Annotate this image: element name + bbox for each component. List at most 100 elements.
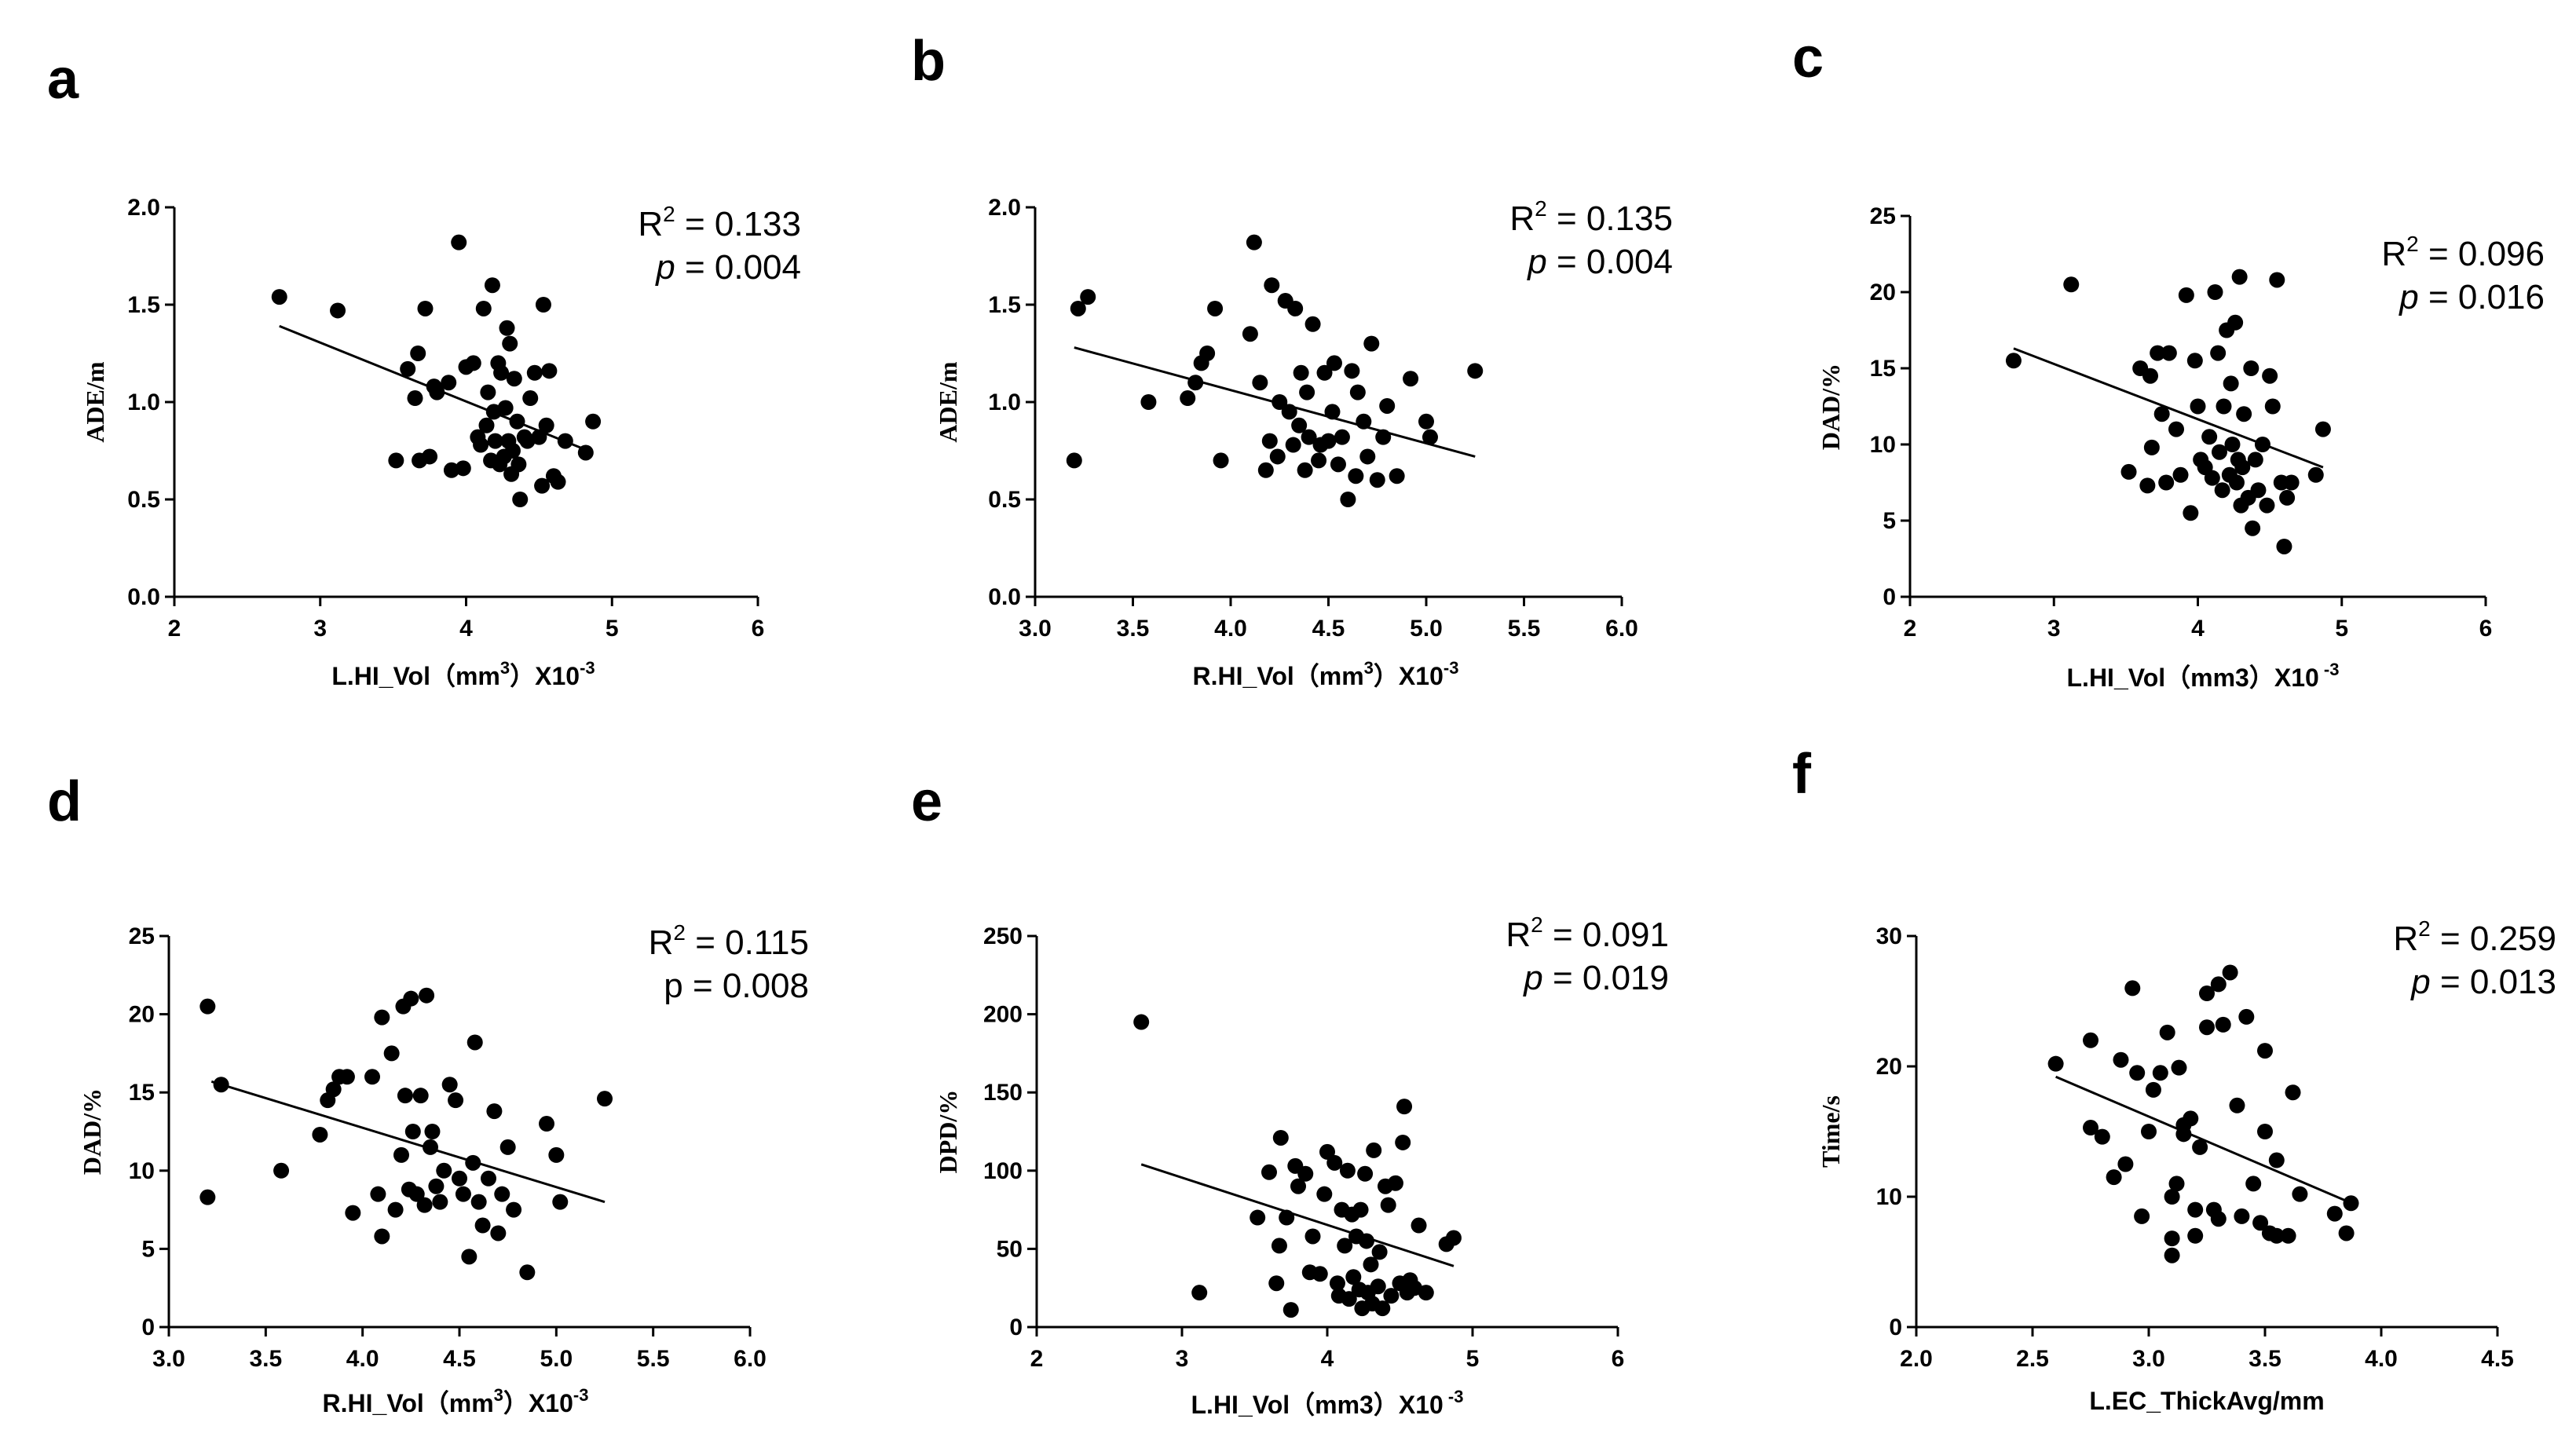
y-tick-label: 0 bbox=[1889, 1315, 1902, 1340]
data-point bbox=[1279, 1209, 1295, 1226]
data-point bbox=[480, 384, 496, 400]
data-point bbox=[481, 1170, 496, 1187]
data-point bbox=[535, 297, 551, 313]
y-tick-label: 150 bbox=[983, 1080, 1023, 1106]
data-point bbox=[2199, 985, 2215, 1002]
data-point bbox=[1345, 1269, 1362, 1285]
data-point bbox=[2159, 1024, 2175, 1040]
y-axis-label: Time/s bbox=[1817, 1095, 1845, 1168]
y-tick-label: 200 bbox=[983, 1002, 1023, 1028]
data-point bbox=[2269, 272, 2285, 288]
data-point bbox=[2152, 1065, 2168, 1081]
data-point bbox=[2279, 489, 2296, 506]
data-point bbox=[597, 1091, 613, 1107]
data-point bbox=[493, 364, 510, 381]
data-point bbox=[539, 1116, 554, 1132]
data-point bbox=[403, 990, 419, 1007]
x-tick-label: 5.0 bbox=[1410, 616, 1443, 642]
x-tick-label: 4.0 bbox=[346, 1346, 379, 1372]
data-point bbox=[2204, 470, 2220, 486]
data-point bbox=[2124, 980, 2141, 996]
data-point bbox=[1283, 1302, 1299, 1318]
data-point bbox=[2211, 444, 2227, 460]
data-point bbox=[1357, 1165, 1374, 1182]
data-point bbox=[1356, 413, 1372, 430]
regression-line bbox=[1140, 1163, 1454, 1267]
data-point bbox=[423, 1139, 438, 1155]
y-tick-label: 15 bbox=[129, 1080, 155, 1106]
data-point bbox=[2223, 375, 2239, 392]
data-point bbox=[475, 300, 492, 316]
data-point bbox=[487, 433, 503, 449]
x-tick-label: 4.5 bbox=[443, 1346, 476, 1372]
data-point bbox=[486, 1103, 503, 1120]
y-tick-label: 10 bbox=[1870, 432, 1896, 458]
data-point bbox=[393, 1146, 409, 1163]
data-point bbox=[1140, 394, 1157, 410]
data-point bbox=[541, 363, 558, 379]
data-point bbox=[497, 400, 514, 416]
data-point bbox=[504, 443, 521, 459]
data-point bbox=[506, 371, 522, 387]
data-point bbox=[1445, 1230, 1462, 1246]
x-tick-label: 3.0 bbox=[152, 1346, 185, 1372]
y-tick-label: 10 bbox=[1876, 1184, 1902, 1210]
data-point bbox=[484, 277, 500, 294]
x-tick-label: 3 bbox=[1176, 1346, 1189, 1372]
data-point bbox=[452, 1170, 467, 1187]
data-point bbox=[441, 1077, 458, 1093]
data-point bbox=[512, 492, 529, 507]
x-tick-label: 6 bbox=[2479, 616, 2493, 642]
data-point bbox=[2113, 1051, 2129, 1068]
data-point bbox=[2214, 482, 2230, 499]
data-point bbox=[2164, 1247, 2180, 1263]
data-point bbox=[2168, 421, 2185, 437]
data-point bbox=[2047, 1055, 2064, 1072]
data-point bbox=[1285, 437, 1301, 453]
data-point bbox=[2314, 421, 2331, 437]
data-point bbox=[1272, 394, 1288, 410]
data-point bbox=[1330, 456, 1346, 473]
data-point bbox=[2187, 1201, 2204, 1218]
panel-letter: b bbox=[911, 30, 946, 93]
x-tick-label: 4 bbox=[1321, 1346, 1334, 1372]
data-point bbox=[2283, 474, 2300, 491]
r-squared-label: R2 = 0.115 bbox=[649, 920, 809, 962]
data-point bbox=[2215, 1016, 2231, 1033]
p-value-label: p = 0.013 bbox=[2410, 963, 2556, 1001]
x-tick-label: 2.0 bbox=[1900, 1346, 1933, 1372]
panel-a: a 2 3 4 5 6 0.0 0.5 1.0 1.5 2.0 ADE/m L.HI_Vol（mm3）X… bbox=[47, 48, 801, 690]
data-point bbox=[585, 413, 602, 430]
x-axis-label: L.HI_Vol（mm3）X10-3 bbox=[331, 658, 595, 690]
p-value-label: p = 0.016 bbox=[2398, 278, 2545, 316]
data-point bbox=[1250, 1209, 1266, 1226]
panel-letter: e bbox=[911, 770, 942, 833]
data-point bbox=[1352, 1201, 1369, 1218]
data-point bbox=[2243, 360, 2259, 376]
data-point bbox=[397, 1088, 413, 1104]
r-squared-label: R2 = 0.096 bbox=[2381, 232, 2545, 273]
data-point bbox=[1418, 1285, 1434, 1301]
y-tick-label: 30 bbox=[1876, 923, 1902, 949]
data-point bbox=[345, 1205, 361, 1221]
x-axis-label: R.HI_Vol（mm3）X10-3 bbox=[323, 1385, 589, 1417]
panel-letter: c bbox=[1792, 27, 1824, 90]
data-point bbox=[1299, 384, 1315, 400]
y-tick-label: 15 bbox=[1870, 356, 1896, 382]
data-point bbox=[1375, 429, 1392, 445]
y-axis-label: ADE/m bbox=[934, 361, 962, 442]
data-point bbox=[2245, 520, 2261, 536]
data-point bbox=[577, 444, 594, 461]
data-point bbox=[474, 1217, 491, 1234]
data-point bbox=[1291, 417, 1308, 433]
y-tick-label: 1.5 bbox=[127, 292, 160, 318]
panel-letter: a bbox=[47, 48, 79, 111]
data-point bbox=[1316, 1186, 1333, 1202]
y-tick-label: 0.0 bbox=[127, 584, 160, 610]
data-point bbox=[1324, 404, 1341, 420]
data-point bbox=[2207, 284, 2223, 300]
data-point bbox=[2183, 505, 2199, 521]
data-point bbox=[325, 1081, 342, 1098]
data-point bbox=[2228, 474, 2245, 491]
data-point bbox=[499, 1139, 516, 1155]
